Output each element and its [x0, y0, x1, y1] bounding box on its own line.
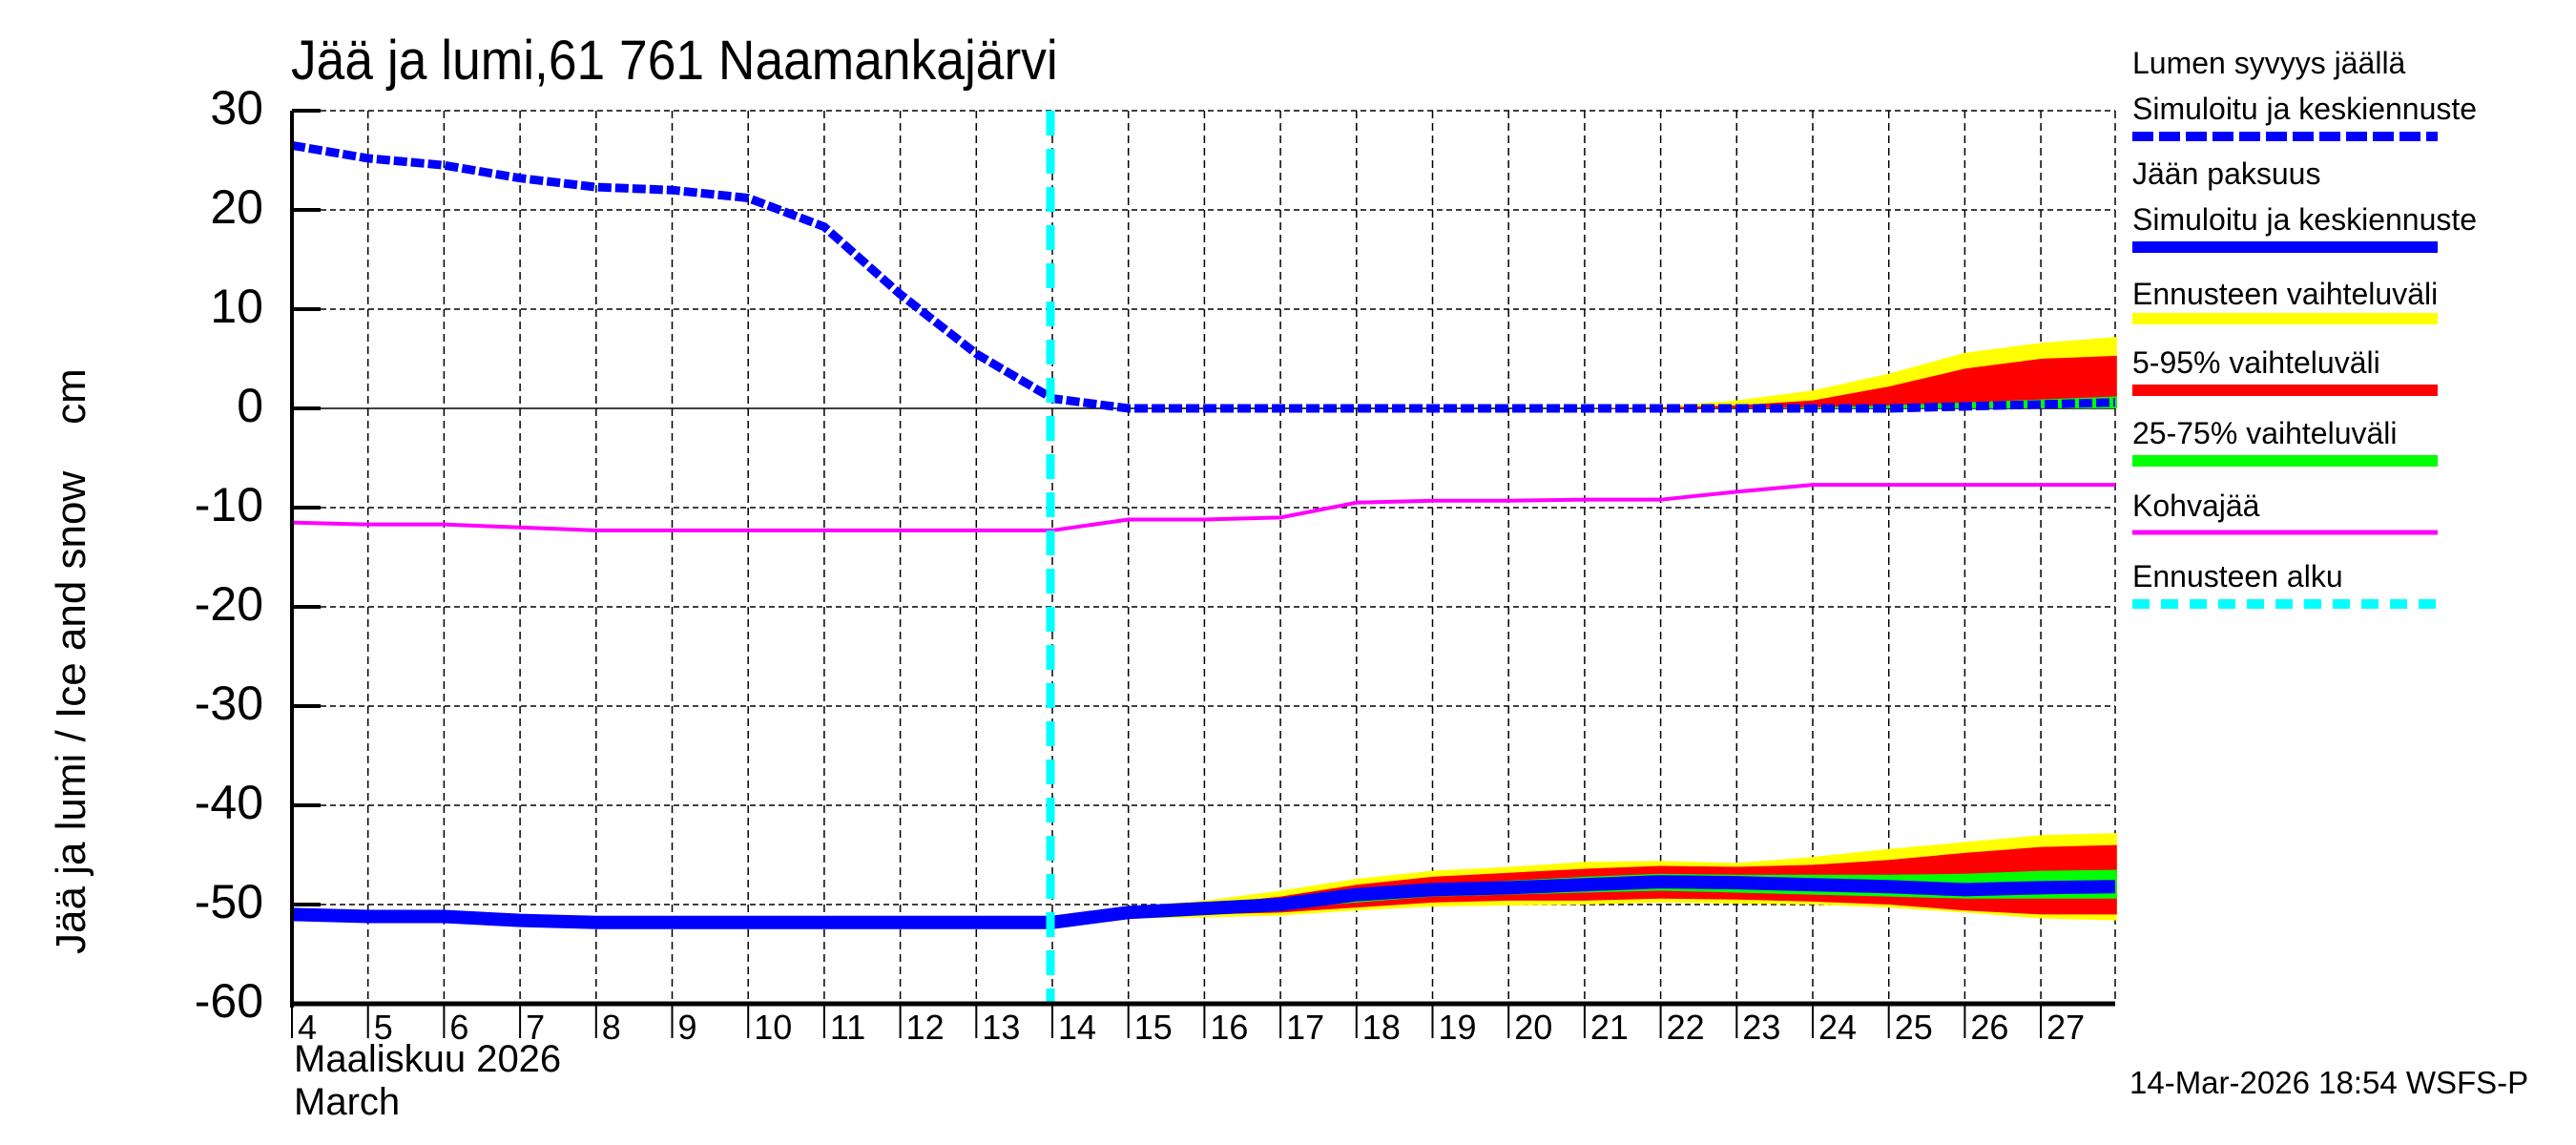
y-tick-label: 30	[210, 81, 263, 135]
x-tick-label: 5	[373, 1008, 393, 1047]
y-tick-label: -30	[194, 677, 263, 730]
x-tick-label: 25	[1894, 1008, 1933, 1047]
legend-item-label: 5-95% vaihteluväli	[2132, 345, 2380, 380]
grid-lines	[292, 110, 2116, 1004]
y-tick-label: -20	[194, 577, 263, 631]
footer-timestamp: 14-Mar-2026 18:54 WSFS-P	[2129, 1065, 2529, 1100]
axes	[290, 109, 2115, 1038]
legend-item-label: Ennusteen alku	[2132, 559, 2343, 593]
x-tick-label: 16	[1210, 1008, 1249, 1047]
legend-item-label: 25-75% vaihteluväli	[2132, 416, 2398, 450]
legend-item-label: Jään paksuus	[2132, 156, 2321, 191]
legend-swatches	[2132, 132, 2438, 609]
x-tick-label: 7	[526, 1008, 546, 1047]
y-axis-label: Jää ja lumi / Ice and snow cm	[48, 368, 94, 954]
y-tick-label: -10	[194, 478, 263, 531]
x-tick-label: 24	[1818, 1008, 1858, 1047]
x-tick-label: 14	[1058, 1008, 1097, 1047]
legend-item-sublabel: Simuloitu ja keskiennuste	[2132, 202, 2478, 237]
x-tick-label: 23	[1742, 1008, 1781, 1047]
x-tick-label: 12	[905, 1008, 945, 1047]
x-tick-label: 26	[1970, 1008, 2009, 1047]
x-axis-month-fi: Maaliskuu 2026	[294, 1038, 562, 1080]
x-tick-label: 9	[677, 1008, 697, 1047]
y-tick-label: -60	[194, 974, 263, 1028]
x-tick-label: 20	[1514, 1008, 1553, 1047]
x-tick-label: 10	[754, 1008, 793, 1047]
x-tick-label: 15	[1133, 1008, 1173, 1047]
x-tick-label: 27	[2046, 1008, 2086, 1047]
legend-item-label: Kohvajää	[2132, 489, 2260, 523]
legend-item-label: Lumen syvyys jäällä	[2132, 46, 2406, 80]
x-tick-label: 11	[829, 1008, 866, 1047]
y-tick-label: -50	[194, 875, 263, 928]
x-tick-label: 8	[601, 1008, 621, 1047]
x-tick-label: 6	[449, 1008, 469, 1047]
x-tick-label: 18	[1361, 1008, 1401, 1047]
data-lines	[291, 111, 2116, 1004]
x-tick-label: 4	[298, 1008, 318, 1047]
y-tick-label: 10	[210, 280, 263, 333]
y-tick-label: 20	[210, 180, 263, 234]
x-tick-label: 13	[982, 1008, 1021, 1047]
x-tick-label: 17	[1286, 1008, 1325, 1047]
forecast-bands	[1128, 337, 2117, 921]
chart-title: Jää ja lumi,61 761 Naamankajärvi	[291, 30, 1058, 92]
legend-item-sublabel: Simuloitu ja keskiennuste	[2132, 92, 2478, 126]
y-tick-label: 0	[237, 379, 263, 432]
y-tick-label: -40	[194, 776, 263, 829]
x-tick-label: 22	[1666, 1008, 1705, 1047]
x-tick-label: 19	[1438, 1008, 1477, 1047]
x-tick-label: 21	[1589, 1008, 1629, 1047]
x-axis-month-en: March	[294, 1081, 401, 1123]
legend-item-label: Ennusteen vaihteluväli	[2132, 277, 2439, 311]
